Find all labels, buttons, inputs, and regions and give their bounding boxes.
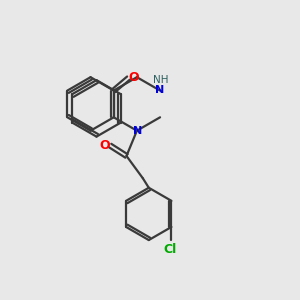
Text: O: O: [128, 71, 139, 84]
Text: Cl: Cl: [163, 243, 177, 256]
Text: O: O: [100, 139, 110, 152]
Text: N: N: [155, 85, 164, 95]
Text: N: N: [133, 126, 142, 136]
Text: NH: NH: [153, 75, 168, 85]
